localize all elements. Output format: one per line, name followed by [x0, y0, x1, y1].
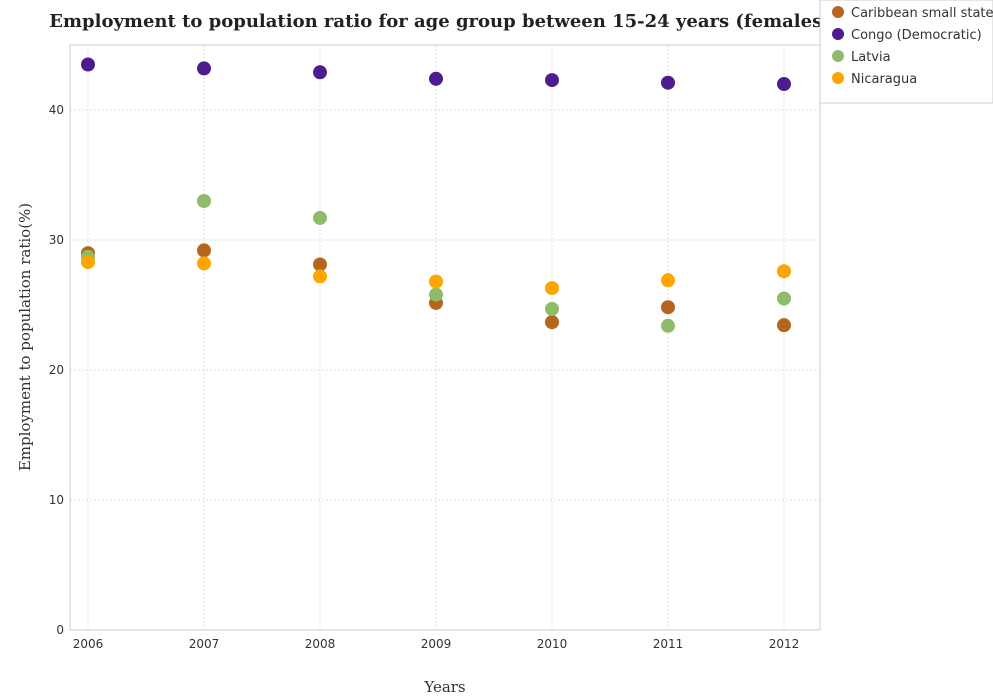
data-point-latvia-2011: [661, 318, 675, 333]
x-tick-label: 2007: [189, 637, 220, 651]
data-point-caribbean-small-states-2008: [313, 257, 327, 272]
y-tick-label: 20: [49, 363, 64, 377]
data-point-latvia-2007: [197, 194, 211, 208]
x-tick-label: 2006: [73, 637, 104, 651]
data-point-nicaragua-2008: [313, 269, 327, 284]
legend-marker: [832, 50, 844, 62]
data-point-caribbean-small-states-2011: [661, 300, 675, 315]
data-point-latvia-2008: [313, 210, 327, 225]
chart-title: Employment to population ratio for age g…: [49, 11, 831, 32]
y-axis-title: Employment to population ratio(%): [16, 203, 34, 471]
data-point-congo-democratic--2011: [661, 75, 675, 90]
legend: Caribbean small states Congo (Democratic)…: [819, 0, 993, 104]
data-point-congo-democratic--2012: [777, 77, 791, 91]
data-point-congo-democratic--2010: [545, 73, 559, 88]
legend-label: Latvia: [851, 50, 891, 65]
x-tick-label: 2011: [653, 637, 684, 651]
legend-label: Caribbean small states: [851, 6, 993, 21]
data-point-nicaragua-2006: [81, 255, 95, 270]
y-tick-label: 0: [56, 623, 64, 637]
y-axis-ticks: 0 10 20 30 40: [49, 103, 64, 637]
legend-box: [819, 0, 993, 104]
legend-label: Congo (Democratic): [851, 28, 982, 43]
data-point-latvia-2009: [429, 287, 443, 302]
legend-marker: [832, 72, 844, 84]
legend-marker: [832, 6, 844, 18]
x-tick-label: 2008: [305, 637, 336, 651]
data-point-caribbean-small-states-2010: [545, 315, 559, 330]
data-point-latvia-2012: [777, 291, 791, 306]
plot-frame: [69, 44, 821, 631]
data-point-nicaragua-2009: [429, 274, 443, 289]
y-tick-label: 40: [49, 103, 64, 117]
x-axis-ticks: 2006 2007 2008 2009 2010 2011 2012: [73, 637, 800, 651]
data-point-congo-democratic--2008: [313, 65, 327, 80]
y-tick-label: 30: [49, 233, 64, 247]
x-axis-title: Years: [423, 678, 465, 696]
x-tick-label: 2009: [421, 637, 452, 651]
x-tick-label: 2012: [769, 637, 800, 651]
data-point-congo-democratic--2006: [81, 57, 95, 72]
data-point-nicaragua-2010: [545, 281, 559, 296]
x-tick-label: 2010: [537, 637, 568, 651]
data-point-caribbean-small-states-2012: [777, 318, 791, 333]
data-points: [81, 57, 791, 333]
legend-marker: [832, 28, 844, 40]
data-point-nicaragua-2011: [661, 273, 675, 288]
data-point-nicaragua-2007: [197, 256, 211, 271]
y-tick-label: 10: [49, 493, 64, 507]
data-point-congo-democratic--2009: [429, 71, 443, 86]
legend-label: Nicaragua: [851, 72, 917, 87]
data-point-congo-democratic--2007: [197, 61, 211, 76]
data-point-nicaragua-2012: [777, 264, 791, 279]
data-point-caribbean-small-states-2007: [197, 243, 211, 258]
gridlines: [70, 45, 820, 631]
data-point-latvia-2010: [545, 301, 559, 316]
